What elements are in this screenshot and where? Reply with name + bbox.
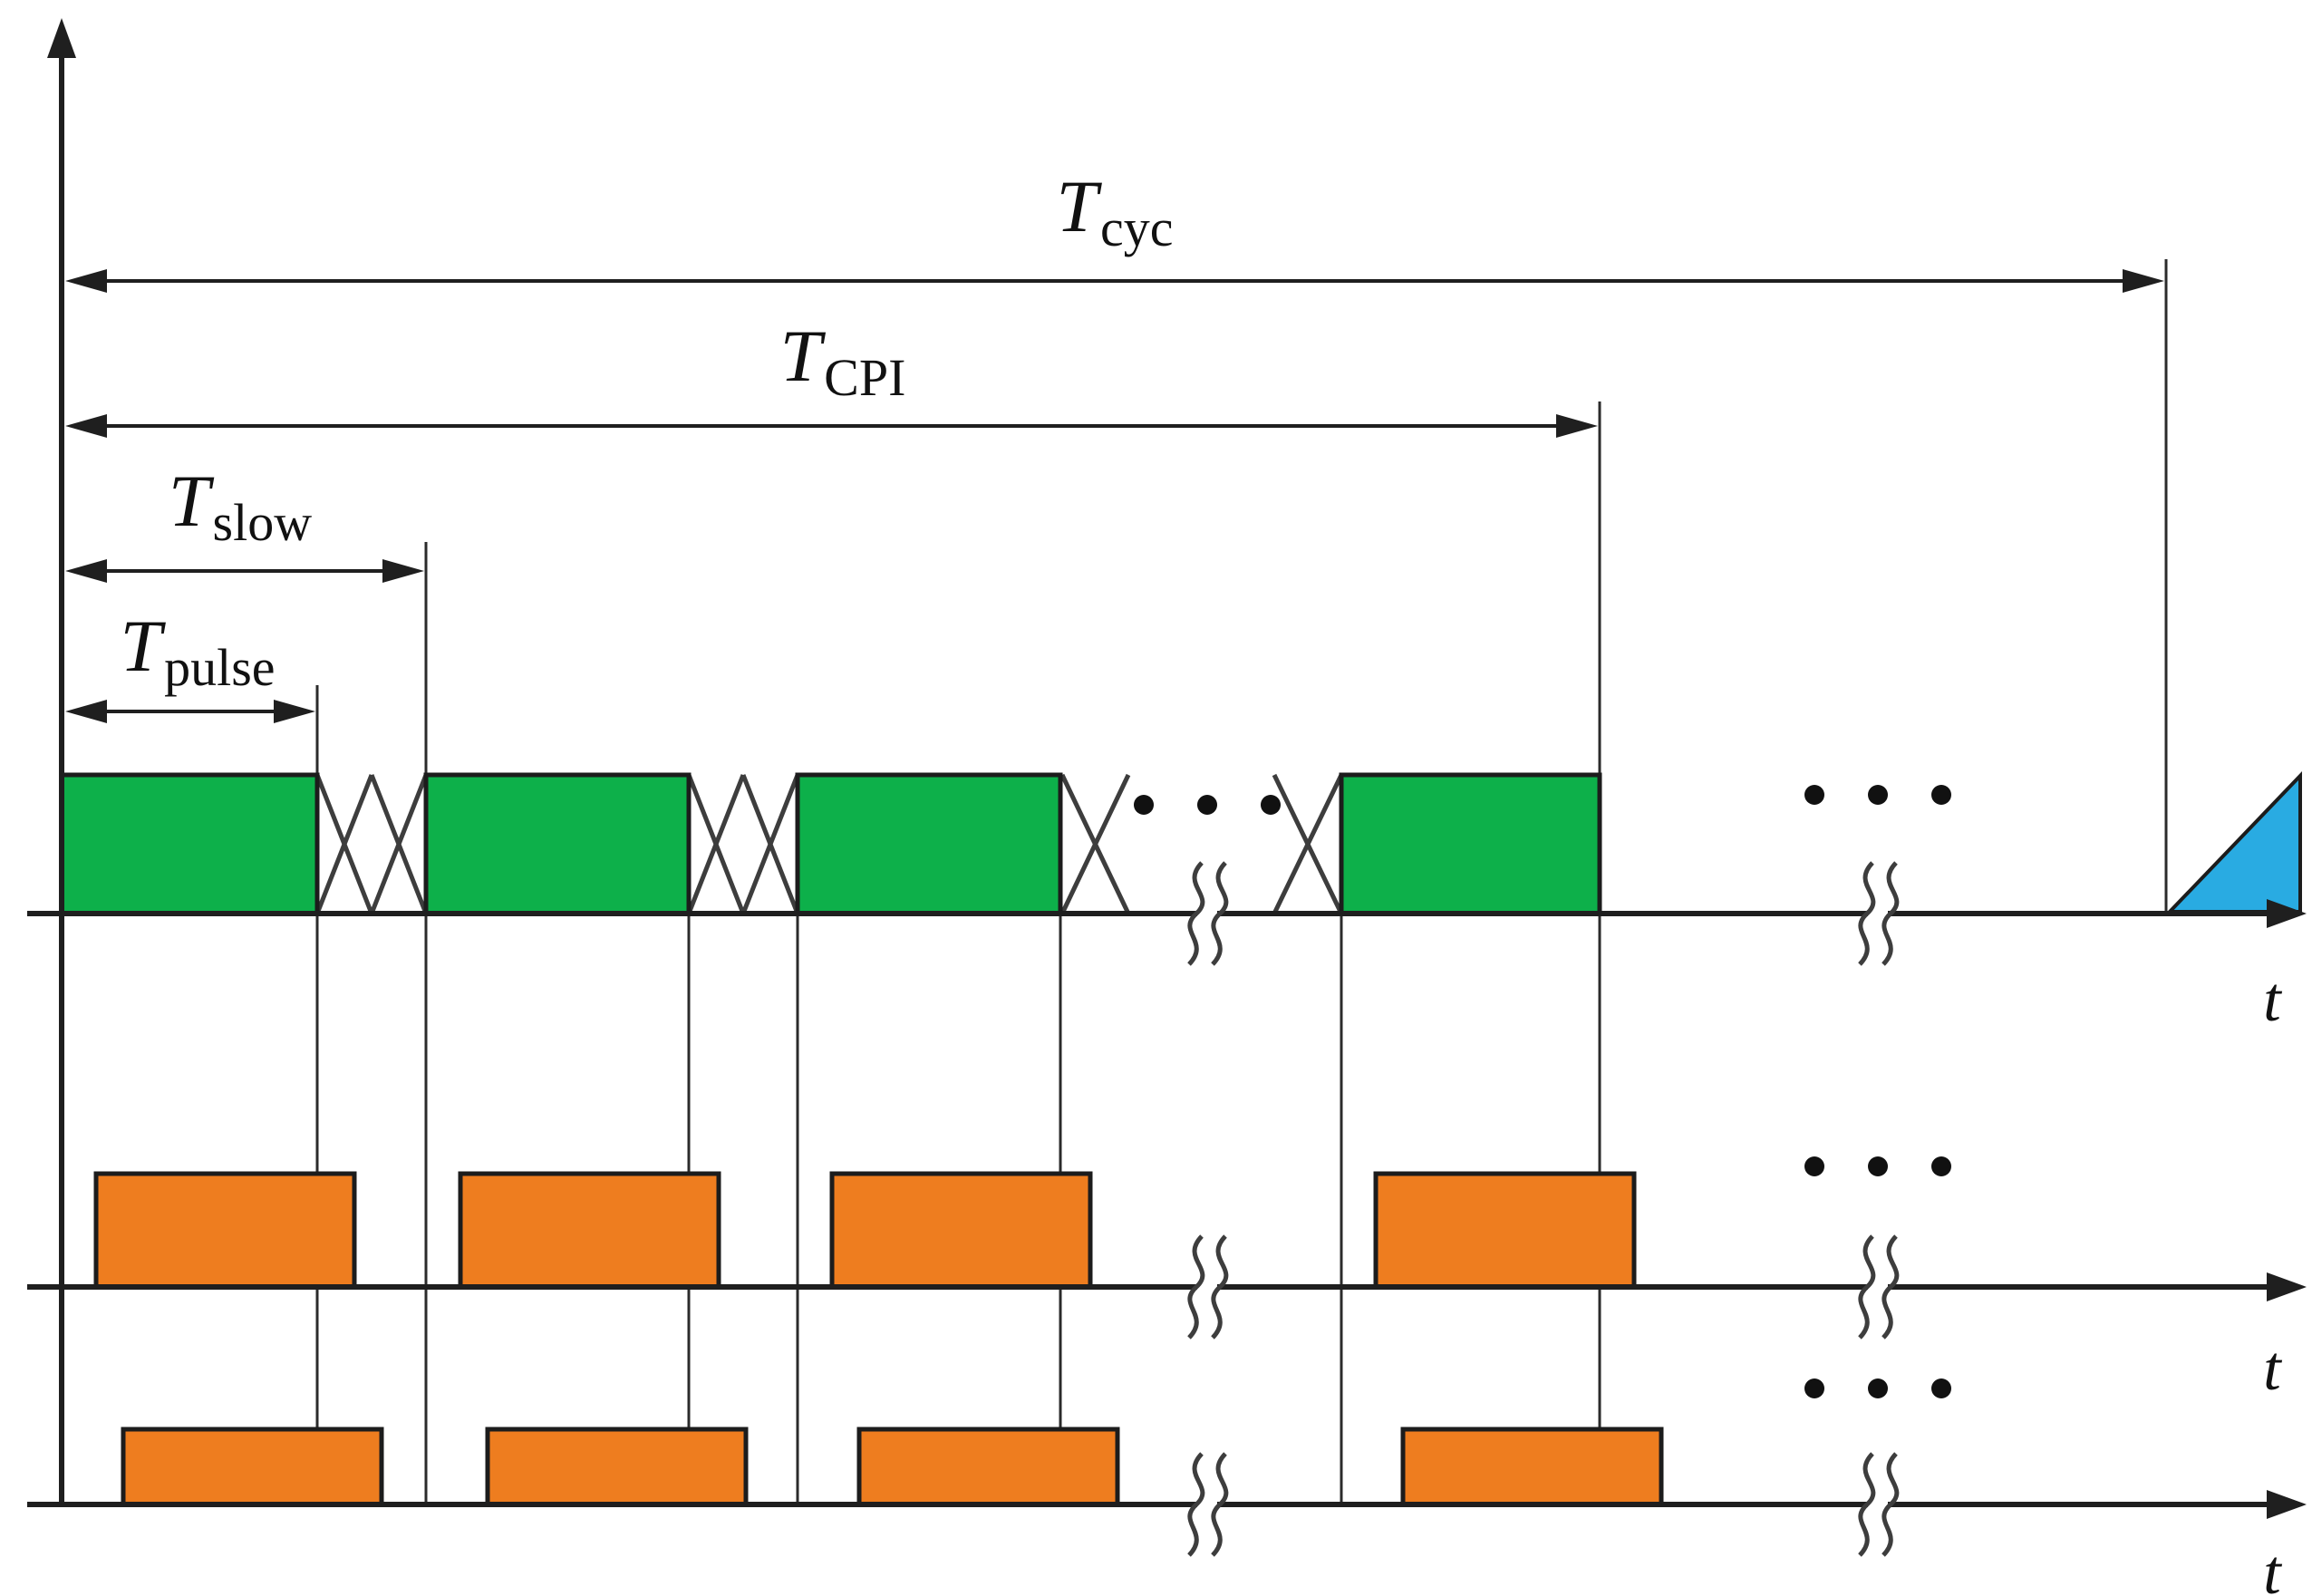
ellipsis-dot-icon (1261, 795, 1281, 815)
axis-break-gap (1197, 1457, 1217, 1552)
ellipsis-dot-icon (1931, 785, 1951, 805)
chirp-pulse (59, 772, 320, 916)
t-cpi-subscript: CPI (824, 348, 906, 407)
axis-break-gap (1197, 1240, 1217, 1334)
tx-pulse (93, 1171, 357, 1290)
ellipsis-dot-icon (1868, 785, 1888, 805)
t-slow-subscript: slow (212, 493, 313, 552)
rx-pulse (1400, 1427, 1664, 1507)
axis-break-gap (1868, 1457, 1888, 1552)
label-T-cpi: TCPI (780, 319, 906, 404)
axis-break-squiggle-icon (1882, 861, 1900, 966)
time-axis-arrowhead-icon (2267, 899, 2307, 928)
dim-arrowhead-icon (65, 559, 107, 583)
axis-break-squiggle-icon (1858, 1452, 1876, 1557)
rx-pulse (485, 1427, 749, 1507)
dim-arrowhead-icon (382, 559, 424, 583)
dim-arrowhead-icon (274, 700, 315, 723)
label-t-axis-top: t (2263, 965, 2281, 1035)
label-t-axis-middle: t (2263, 1334, 2281, 1404)
ellipsis-dot-icon (1931, 1156, 1951, 1176)
ellipsis-dot-icon (1868, 1378, 1888, 1398)
label-t-axis-bottom: t (2263, 1538, 2281, 1596)
tx-pulse (1373, 1171, 1637, 1290)
axis-break-squiggle-icon (1187, 861, 1205, 966)
dim-arrowhead-icon (1556, 414, 1598, 438)
axis-break-squiggle-icon (1211, 1452, 1229, 1557)
time-axis-arrowhead-icon (2267, 1272, 2307, 1301)
axis-break-squiggle-icon (1211, 861, 1229, 966)
chirp-pulse (1339, 772, 1602, 916)
chirp-pulse (423, 772, 692, 916)
t-pulse-subscript: pulse (164, 638, 276, 697)
ellipsis-dot-icon (1931, 1378, 1951, 1398)
tx-pulse (829, 1171, 1093, 1290)
t-pulse-symbol: T (120, 605, 162, 687)
chirp-cross-line (1059, 773, 1131, 915)
axis-break-gap (1197, 866, 1217, 961)
chirp-pulse (795, 772, 1063, 916)
rx-pulse (856, 1427, 1120, 1507)
t-cyc-subscript: cyc (1100, 198, 1174, 257)
axis-break-squiggle-icon (1882, 1234, 1900, 1340)
axis-break-squiggle-icon (1187, 1234, 1205, 1340)
axis-break-gap (1868, 1240, 1888, 1334)
chirp-cross-line (1272, 773, 1344, 915)
ellipsis-dot-icon (1134, 795, 1154, 815)
ellipsis-dot-icon (1197, 795, 1217, 815)
next-cycle-ramp (2165, 771, 2302, 914)
t-cyc-symbol: T (1056, 165, 1098, 247)
dim-arrowhead-icon (65, 269, 107, 293)
dim-arrowhead-icon (65, 414, 107, 438)
chirp-cross-line (314, 774, 374, 914)
label-T-cyc: Tcyc (1056, 169, 1173, 255)
axis-break-squiggle-icon (1187, 1452, 1205, 1557)
ellipsis-dot-icon (1804, 1156, 1824, 1176)
time-axis-arrowhead-icon (2267, 1490, 2307, 1519)
tx-pulse (458, 1171, 721, 1290)
label-T-pulse: Tpulse (120, 609, 275, 694)
ellipsis-dot-icon (1868, 1156, 1888, 1176)
chirp-cross-line (686, 774, 746, 914)
label-T-slow: Tslow (169, 464, 312, 549)
axis-break-squiggle-icon (1858, 861, 1876, 966)
ellipsis-dot-icon (1804, 785, 1824, 805)
t-slow-symbol: T (168, 459, 210, 542)
chirp-cross-line (740, 774, 800, 914)
axis-break-squiggle-icon (1858, 1234, 1876, 1340)
axis-break-gap (1868, 866, 1888, 961)
vertical-axis-arrowhead-icon (47, 18, 76, 58)
axis-break-squiggle-icon (1882, 1452, 1900, 1557)
chirp-cross-line (369, 774, 429, 914)
ellipsis-dot-icon (1804, 1378, 1824, 1398)
axis-break-squiggle-icon (1211, 1234, 1229, 1340)
dim-arrowhead-icon (65, 700, 107, 723)
t-cpi-symbol: T (779, 314, 822, 397)
dim-arrowhead-icon (2123, 269, 2164, 293)
rx-pulse (121, 1427, 384, 1507)
